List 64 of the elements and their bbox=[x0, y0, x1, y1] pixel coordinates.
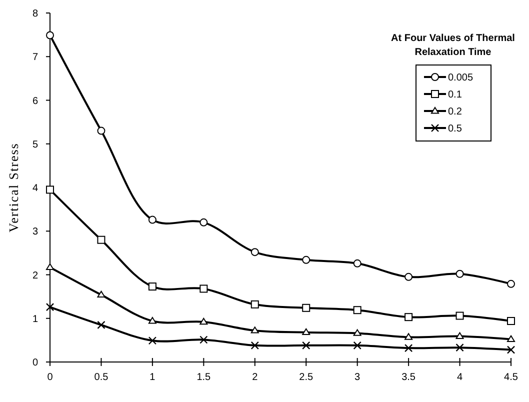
point bbox=[97, 290, 106, 298]
point bbox=[97, 126, 106, 135]
point bbox=[46, 31, 54, 40]
point bbox=[404, 272, 413, 281]
y-axis-title: Vertical Stress bbox=[6, 142, 21, 232]
x-tick-label: 3.5 bbox=[402, 372, 416, 383]
y-tick-label: 8 bbox=[32, 8, 38, 20]
point bbox=[302, 304, 310, 312]
point bbox=[148, 216, 156, 224]
legend-label: 0.1 bbox=[448, 90, 462, 100]
x-tick-label: 0.5 bbox=[94, 372, 109, 383]
point bbox=[250, 300, 259, 308]
point bbox=[46, 186, 54, 194]
y-tick-label: 4 bbox=[32, 183, 38, 194]
point bbox=[506, 346, 516, 354]
point bbox=[404, 344, 413, 352]
legend-label: 0.5 bbox=[448, 124, 462, 134]
point bbox=[97, 236, 106, 244]
point bbox=[456, 332, 464, 339]
point bbox=[200, 218, 208, 226]
point bbox=[404, 313, 413, 322]
point bbox=[302, 256, 310, 264]
x-tick-label: 2.5 bbox=[299, 372, 314, 383]
y-tick-label: 0 bbox=[32, 358, 38, 368]
x-tick-label: 0 bbox=[47, 372, 54, 383]
x-tick-label: 1 bbox=[150, 372, 156, 383]
point bbox=[353, 306, 362, 314]
point bbox=[507, 280, 515, 288]
point bbox=[250, 326, 259, 334]
point bbox=[353, 329, 362, 336]
x-tick-label: 1.5 bbox=[196, 372, 212, 383]
y-tick-label: 1 bbox=[32, 314, 38, 325]
point bbox=[353, 259, 362, 268]
point bbox=[250, 248, 259, 256]
point bbox=[200, 336, 208, 344]
x-tick-label: 3 bbox=[354, 372, 361, 383]
point bbox=[97, 320, 106, 330]
point bbox=[456, 344, 464, 352]
x-tick-label: 2 bbox=[252, 372, 258, 383]
point bbox=[507, 335, 515, 342]
point bbox=[200, 284, 208, 293]
y-tick-label: 6 bbox=[32, 96, 38, 107]
y-tick-label: 7 bbox=[32, 52, 38, 64]
point bbox=[148, 282, 156, 291]
x-tick-label: 4 bbox=[456, 372, 463, 383]
y-tick-label: 2 bbox=[32, 270, 38, 282]
x-tick-label: 4.5 bbox=[504, 372, 518, 383]
point bbox=[456, 270, 464, 278]
point bbox=[404, 333, 413, 340]
point bbox=[250, 341, 259, 350]
point bbox=[302, 341, 310, 350]
y-tick-label: 3 bbox=[32, 226, 38, 238]
point bbox=[353, 341, 362, 350]
legend-title: At Four Values of Thermal Relaxation Time bbox=[391, 33, 516, 58]
legend-label: 0.005 bbox=[448, 72, 474, 84]
point bbox=[507, 316, 515, 325]
point bbox=[200, 318, 208, 325]
y-tick-label: 5 bbox=[32, 139, 38, 150]
point bbox=[456, 312, 464, 320]
point bbox=[148, 336, 157, 345]
point bbox=[46, 302, 54, 312]
legend-label: 0.2 bbox=[448, 106, 462, 118]
point bbox=[148, 316, 156, 324]
point bbox=[302, 328, 310, 336]
